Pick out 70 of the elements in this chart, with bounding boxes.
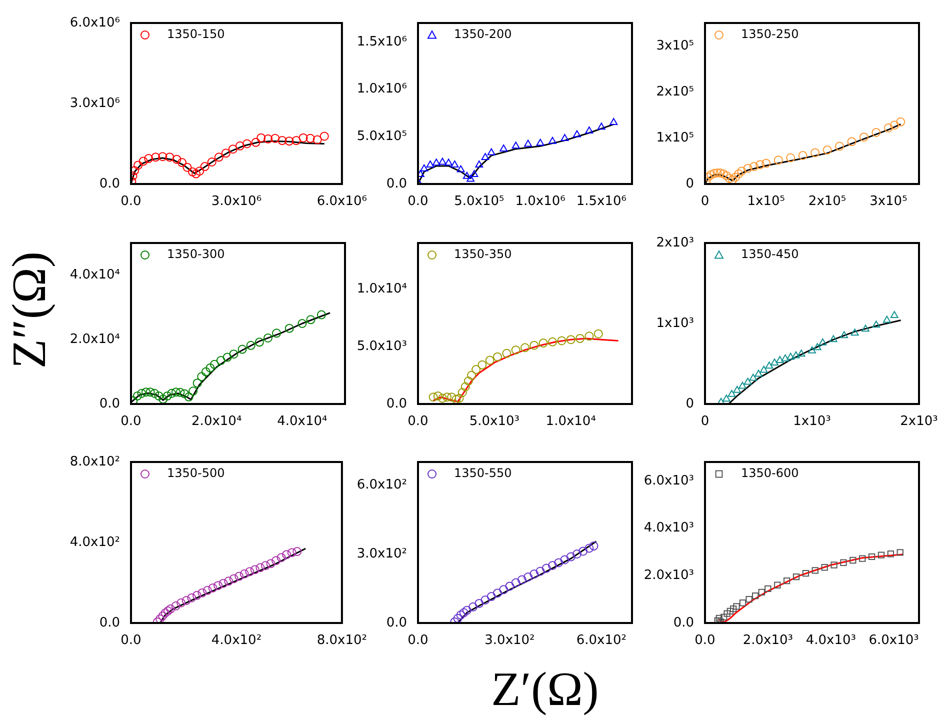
legend-label: 1350-200	[454, 27, 512, 42]
x-tick-label: 0	[700, 414, 710, 429]
x-tick-label: 0.0	[408, 414, 428, 429]
y-tick-label: 6.0x10⁶	[70, 15, 120, 30]
y-tick-label: 1.0x10⁶	[356, 82, 407, 97]
legend-label: 1350-300	[167, 246, 225, 261]
y-tick-label: 4.0x10³	[644, 520, 694, 536]
x-tick-label: 0.0	[120, 414, 142, 429]
legend-label: 1350-550	[454, 466, 512, 480]
x-tick-label: 0.0	[408, 194, 428, 210]
y-tick-label: 5.0x10³	[356, 338, 407, 354]
x-tick-label: 3x10⁵	[870, 194, 908, 210]
legend-label: 1350-150	[167, 27, 225, 42]
x-tick-label: 5.0x10⁵	[454, 194, 504, 210]
x-tick-label: 6.0x10⁶	[316, 194, 367, 210]
y-tick-label: 0.0	[99, 396, 120, 411]
y-tick-label: 0.0	[386, 396, 407, 411]
x-tick-label: 0	[700, 194, 710, 210]
y-tick-label: 0.0	[99, 176, 120, 192]
x-tick-label: 1x10⁵	[747, 194, 785, 210]
x-tick-label: 1.0x10⁶	[515, 194, 566, 210]
x-tick-label: 0.0	[408, 633, 428, 648]
y-tick-label: 0.0	[99, 615, 120, 630]
x-tick-label: 8.0x10²	[316, 633, 367, 648]
x-tick-label: 2x10³	[900, 414, 938, 429]
x-tick-label: 3.0x10²	[484, 633, 535, 648]
legend-label: 1350-500	[167, 466, 225, 480]
x-tick-label: 2.0x10⁴	[192, 414, 242, 429]
y-axis-title: Z″(Ω)	[2, 252, 57, 368]
y-tick-label: 1x10³	[656, 315, 694, 330]
legend-label: 1350-600	[741, 466, 799, 480]
x-tick-label: 1.0x10⁴	[546, 414, 596, 429]
y-tick-label: 8.0x10²	[70, 454, 120, 470]
y-tick-label: 2.0x10³	[644, 568, 694, 584]
y-tick-label: 2.0x10⁴	[70, 331, 120, 346]
y-tick-label: 3.0x10²	[356, 546, 407, 562]
y-tick-label: 1x10⁵	[656, 130, 694, 146]
legend-label: 1350-450	[741, 246, 799, 261]
x-tick-label: 4.0x10⁴	[277, 414, 328, 429]
x-tick-label: 0.0	[120, 633, 142, 648]
y-tick-label: 2x10³	[656, 234, 694, 250]
y-tick-label: 3x10⁵	[656, 38, 694, 54]
y-tick-label: 2x10⁵	[656, 84, 694, 100]
legend-label: 1350-350	[454, 246, 512, 261]
x-tick-label: 3.0x10⁶	[211, 194, 262, 210]
legend-label: 1350-250	[741, 27, 799, 42]
x-tick-label: 4.0x10²	[211, 633, 262, 648]
y-tick-label: 0.0	[386, 176, 407, 192]
x-tick-label: 2.0x10³	[742, 633, 794, 648]
y-tick-label: 6.0x10³	[644, 473, 694, 488]
y-tick-label: 1.0x10⁴	[356, 280, 407, 296]
x-tick-label: 2x10⁵	[808, 194, 846, 210]
y-tick-label: 0.0	[386, 615, 407, 630]
y-tick-label: 0	[686, 396, 694, 411]
x-tick-label: 1.5x10⁶	[576, 194, 626, 210]
x-tick-label: 5.0x10³	[469, 414, 520, 429]
x-tick-label: 6.0x10³	[868, 633, 919, 648]
y-tick-label: 1.5x10⁶	[356, 34, 407, 50]
y-tick-label: 5.0x10⁵	[356, 129, 407, 144]
y-tick-label: 0	[686, 176, 694, 192]
y-tick-label: 4.0x10⁴	[70, 267, 120, 282]
x-tick-label: 6.0x10²	[576, 633, 626, 648]
y-tick-label: 6.0x10²	[356, 477, 407, 492]
y-tick-label: 4.0x10²	[70, 534, 120, 550]
y-tick-label: 0.0	[673, 615, 694, 630]
x-tick-label: 0.0	[120, 194, 142, 210]
x-tick-label: 4.0x10³	[806, 633, 856, 648]
x-tick-label: 1x10³	[793, 414, 831, 429]
y-tick-label: 3.0x10⁶	[70, 96, 120, 111]
x-axis-title: Z′(Ω)	[491, 662, 599, 718]
